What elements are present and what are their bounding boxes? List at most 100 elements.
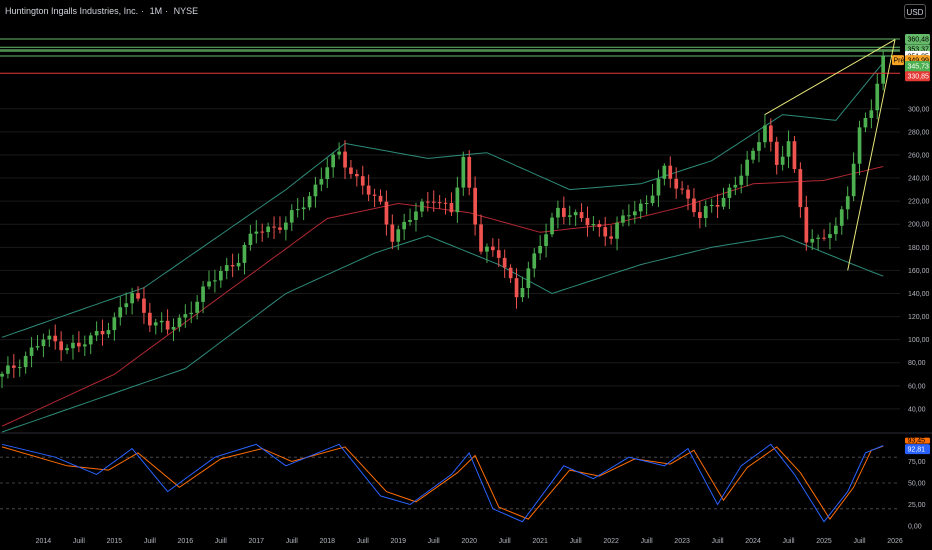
candle-body	[650, 195, 655, 204]
candle-body	[550, 217, 554, 235]
candle-body	[502, 257, 507, 268]
stoch-k-tag: 93,45	[908, 438, 926, 445]
candle-body	[254, 231, 259, 234]
trendline	[847, 39, 896, 271]
x-tick-label: Juill	[428, 538, 441, 545]
candle-body	[621, 215, 625, 223]
y-tick-label: 240,00	[908, 176, 930, 183]
candle-body	[780, 156, 785, 165]
candle-body	[733, 184, 738, 188]
x-tick-label: Juill	[286, 538, 299, 545]
stoch-d-tag-bg	[905, 444, 930, 455]
x-tick-label: Juill	[783, 538, 796, 545]
x-tick-label: 2015	[107, 538, 123, 545]
stoch-y-tick-label: 25,00	[908, 502, 926, 509]
y-tick-label: 300,00	[908, 106, 930, 113]
candle-body	[491, 246, 495, 251]
candle-body	[260, 231, 265, 233]
pre-label-bg	[892, 55, 904, 66]
bollinger-lower-line	[1, 235, 884, 433]
candle-body	[278, 227, 282, 230]
x-tick-label: 2024	[745, 538, 761, 545]
x-tick-label: Juill	[641, 538, 654, 545]
candle-body	[284, 222, 288, 230]
candle-body	[828, 234, 832, 238]
candle-body	[869, 110, 874, 118]
y-tick-label: 260,00	[908, 152, 930, 159]
candle-body	[195, 301, 199, 313]
candle-body	[496, 250, 501, 258]
candle-body	[715, 205, 720, 207]
candle-body	[272, 226, 276, 228]
candle-body	[851, 163, 856, 197]
x-tick-label: 2020	[461, 538, 477, 545]
candle-body	[47, 335, 52, 340]
candle-body	[301, 207, 306, 210]
candle-body	[77, 342, 81, 347]
candle-body	[88, 335, 93, 345]
x-tick-label: 2021	[532, 538, 548, 545]
candle-body	[159, 320, 164, 323]
candle-body	[307, 196, 312, 208]
candle-body	[295, 209, 300, 211]
candle-body	[12, 365, 16, 368]
candle-body	[319, 179, 324, 185]
candle-body	[331, 154, 335, 168]
stoch-y-tick-label: 75,00	[908, 459, 926, 466]
candle-body	[437, 202, 442, 204]
stoch-y-tick-label: 0,00	[908, 524, 922, 531]
support-tag-bg	[905, 71, 930, 82]
candle-body	[35, 346, 40, 348]
y-tick-label: 160,00	[908, 268, 930, 275]
candle-body	[207, 281, 211, 287]
stoch-y-tick-label: 50,00	[908, 481, 926, 488]
currency-button[interactable]: USD	[904, 4, 926, 19]
candle-body	[751, 150, 755, 160]
x-tick-label: 2018	[319, 538, 335, 545]
candle-body	[763, 125, 767, 143]
candle-body	[420, 201, 424, 212]
candle-body	[627, 215, 631, 217]
candle-body	[562, 207, 566, 217]
x-tick-label: Juill	[215, 538, 228, 545]
candle-body	[165, 320, 170, 330]
candle-body	[810, 238, 815, 243]
candle-body	[514, 278, 519, 298]
candle-body	[656, 178, 661, 196]
candle-body	[863, 118, 868, 128]
candle-body	[757, 142, 761, 151]
candle-body	[668, 165, 673, 179]
candle-body	[798, 169, 803, 208]
candle-body	[65, 348, 69, 351]
candle-body	[822, 237, 826, 239]
candle-body	[6, 365, 10, 374]
candle-body	[366, 185, 371, 195]
candle-body	[360, 176, 365, 186]
candle-body	[633, 211, 637, 216]
candle-body	[171, 326, 176, 330]
candle-body	[526, 268, 531, 288]
x-tick-label: Juill	[73, 538, 86, 545]
candle-body	[325, 167, 330, 179]
y-tick-label: 60,00	[908, 383, 926, 390]
y-tick-label: 100,00	[908, 337, 930, 344]
candle-body	[774, 141, 779, 165]
candle-body	[337, 151, 341, 155]
x-tick-label: 2016	[178, 538, 194, 545]
candle-body	[644, 203, 649, 204]
candle-body	[213, 280, 217, 282]
candle-body	[313, 184, 318, 197]
candle-body	[573, 212, 578, 216]
y-tick-label: 140,00	[908, 291, 930, 298]
candle-body	[662, 165, 667, 179]
candle-body	[142, 298, 146, 313]
candle-body	[71, 342, 75, 349]
candle-body	[532, 253, 537, 269]
candle-body	[201, 286, 205, 302]
candle-body	[508, 267, 513, 279]
candle-body	[745, 159, 749, 176]
candle-body	[224, 265, 229, 271]
candle-body	[106, 330, 111, 335]
interval-label[interactable]: 1M	[149, 6, 163, 16]
